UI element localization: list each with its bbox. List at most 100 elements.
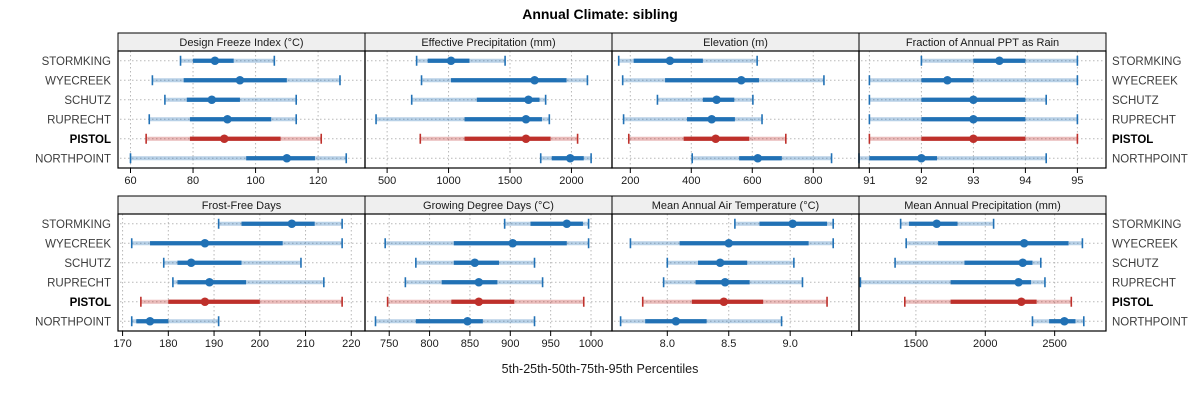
median-dot xyxy=(282,153,292,163)
axis-tick-label: 9.0 xyxy=(783,338,798,350)
median-dot xyxy=(1060,316,1069,326)
axis-tick-label: 94 xyxy=(1019,175,1031,187)
station-label-left-pistol: PISTOL xyxy=(70,297,111,309)
median-dot xyxy=(932,219,942,229)
axis-tick-label: 400 xyxy=(682,175,700,187)
axis-tick-label: 1000 xyxy=(579,338,603,350)
panel-border xyxy=(117,50,366,169)
panel-title: Effective Precipitation (mm) xyxy=(421,37,555,49)
panel-border xyxy=(364,213,613,332)
panel-title: Mean Annual Air Temperature (°C) xyxy=(652,200,819,212)
station-label-right-northpoint: NORTHPOINT xyxy=(1112,316,1188,328)
panel-border xyxy=(858,213,1107,332)
median-dot xyxy=(917,153,926,163)
station-label-left-wyecreek: WYECREEK xyxy=(45,75,111,87)
median-dot xyxy=(712,95,721,105)
median-dot xyxy=(969,114,978,124)
axis-tick-label: 95 xyxy=(1071,175,1083,187)
median-dot xyxy=(671,316,681,326)
axis-tick-label: 100 xyxy=(246,175,264,187)
axis-tick-label: 200 xyxy=(251,338,269,350)
station-label-left-stormking: STORMKING xyxy=(42,56,111,68)
median-dot xyxy=(736,75,746,85)
median-dot xyxy=(474,297,484,307)
station-label-left-ruprecht: RUPRECHT xyxy=(47,277,111,289)
axis-tick-label: 80 xyxy=(187,175,199,187)
panel-title: Fraction of Annual PPT as Rain xyxy=(906,37,1059,49)
axis-tick-label: 210 xyxy=(296,338,314,350)
station-label-right-pistol: PISTOL xyxy=(1112,297,1153,309)
chart-title: Annual Climate: sibling xyxy=(522,6,678,22)
median-dot xyxy=(788,219,797,229)
station-label-right-ruprecht: RUPRECHT xyxy=(1112,277,1176,289)
panel-border xyxy=(364,50,613,169)
median-dot xyxy=(995,56,1004,66)
axis-tick-label: 800 xyxy=(804,175,822,187)
x-axis-label: 5th-25th-50th-75th-95th Percentiles xyxy=(501,362,699,376)
axis-tick-label: 1500 xyxy=(498,175,522,187)
median-dot xyxy=(200,238,210,248)
station-label-right-schutz: SCHUTZ xyxy=(1112,258,1159,270)
panel-border xyxy=(611,50,860,169)
panel-title: Growing Degree Days (°C) xyxy=(423,200,554,212)
median-dot xyxy=(521,114,531,124)
median-dot xyxy=(223,114,232,124)
panel-border xyxy=(858,50,1107,169)
median-dot xyxy=(524,95,533,105)
axis-tick-label: 2000 xyxy=(973,338,997,350)
axis-tick-label: 750 xyxy=(380,338,398,350)
median-dot xyxy=(707,114,717,124)
median-dot xyxy=(969,134,978,144)
panel-border xyxy=(117,213,366,332)
axis-tick-label: 950 xyxy=(541,338,559,350)
median-dot xyxy=(287,219,297,229)
median-dot xyxy=(207,95,217,105)
axis-tick-label: 120 xyxy=(309,175,327,187)
median-dot xyxy=(753,153,763,163)
axis-tick-label: 60 xyxy=(124,175,136,187)
median-dot xyxy=(969,95,978,105)
station-label-left-stormking: STORMKING xyxy=(42,219,111,231)
station-label-right-wyecreek: WYECREEK xyxy=(1112,238,1178,250)
median-dot xyxy=(220,134,229,144)
axis-tick-label: 170 xyxy=(113,338,131,350)
station-label-right-ruprecht: RUPRECHT xyxy=(1112,114,1176,126)
median-dot xyxy=(474,277,484,287)
median-dot xyxy=(724,238,734,248)
axis-tick-label: 91 xyxy=(863,175,875,187)
axis-tick-label: 2000 xyxy=(559,175,583,187)
median-dot xyxy=(719,297,729,307)
station-label-left-northpoint: NORTHPOINT xyxy=(35,153,111,165)
median-dot xyxy=(1018,258,1028,268)
median-dot xyxy=(565,153,575,163)
median-dot xyxy=(235,75,245,85)
panel-title: Design Freeze Index (°C) xyxy=(179,37,303,49)
axis-tick-label: 93 xyxy=(967,175,979,187)
axis-tick-label: 600 xyxy=(743,175,761,187)
median-dot xyxy=(521,134,531,144)
station-label-right-stormking: STORMKING xyxy=(1112,219,1181,231)
median-dot xyxy=(665,56,675,66)
median-dot xyxy=(463,316,472,326)
station-label-left-ruprecht: RUPRECHT xyxy=(47,114,111,126)
axis-tick-label: 800 xyxy=(420,338,438,350)
median-dot xyxy=(186,258,196,268)
median-dot xyxy=(205,277,214,287)
station-label-left-schutz: SCHUTZ xyxy=(64,258,111,270)
median-dot xyxy=(446,56,456,66)
axis-tick-label: 1500 xyxy=(904,338,928,350)
median-dot xyxy=(715,258,725,268)
panel-border xyxy=(611,213,860,332)
station-label-left-northpoint: NORTHPOINT xyxy=(35,316,111,328)
median-dot xyxy=(145,316,155,326)
panel-title: Frost-Free Days xyxy=(202,200,282,212)
axis-tick-label: 8.5 xyxy=(721,338,736,350)
station-label-left-schutz: SCHUTZ xyxy=(64,95,111,107)
median-dot xyxy=(210,56,220,66)
median-dot xyxy=(1017,297,1026,307)
median-dot xyxy=(943,75,952,85)
axis-tick-label: 2500 xyxy=(1042,338,1066,350)
axis-tick-label: 900 xyxy=(501,338,519,350)
